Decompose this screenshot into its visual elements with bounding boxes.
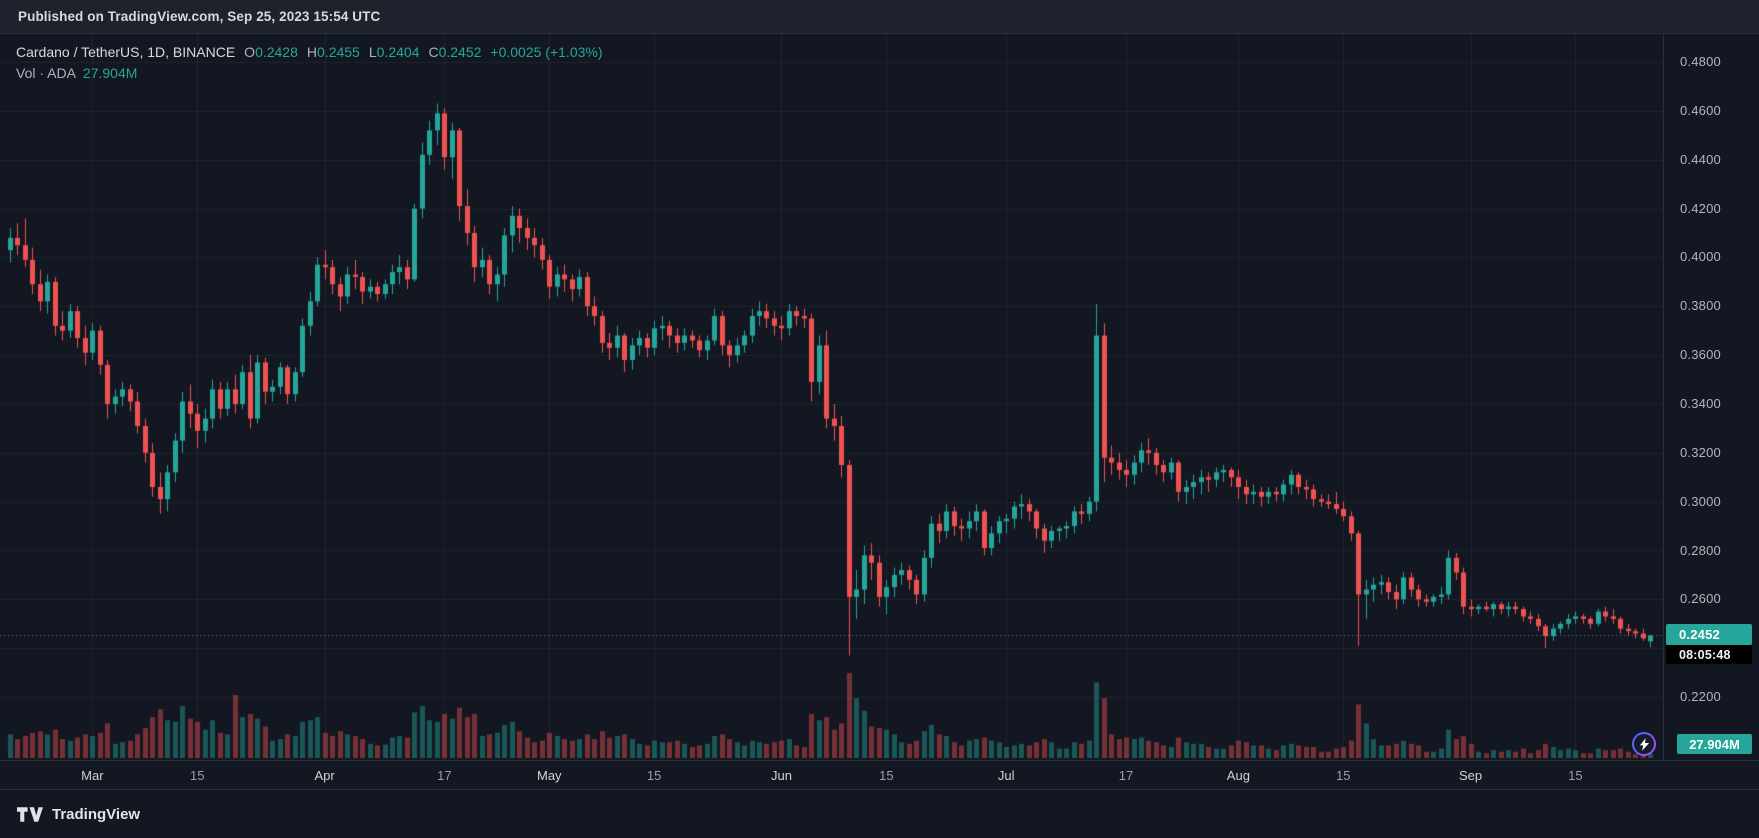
price-tick-label: 0.2200 bbox=[1680, 689, 1721, 705]
footer-bar: TradingView bbox=[0, 790, 1759, 838]
tradingview-logo-icon[interactable] bbox=[16, 806, 43, 822]
low-value: L 0.2404 bbox=[368, 44, 420, 60]
legend-ohlc-row: Cardano / TetherUS, 1D, BINANCE O 0.2428 … bbox=[16, 42, 603, 63]
time-axis[interactable]: Mar 15 Apr 17 May 15 Jun 15 Jul 17 Aug 15 Sep 15 bbox=[0, 760, 1759, 790]
price-tick-label: 0.3000 bbox=[1680, 493, 1721, 509]
price-tick-label: 0.4800 bbox=[1680, 54, 1721, 69]
countdown-value: 08:05:48 bbox=[1679, 647, 1731, 662]
volume-axis-value: 27.904M bbox=[1689, 736, 1740, 752]
symbol-title[interactable]: Cardano / TetherUS, 1D, BINANCE bbox=[16, 44, 236, 60]
time-tick-label: Apr bbox=[314, 768, 335, 783]
change-value: +0.0025 (+1.03%) bbox=[490, 44, 603, 60]
price-tick-label: 0.3800 bbox=[1680, 298, 1721, 314]
last-price-label: 0.2452 bbox=[1666, 624, 1752, 646]
price-tick-label: 0.2600 bbox=[1680, 591, 1721, 607]
price-tick-label: 0.3200 bbox=[1680, 444, 1721, 460]
price-tick-label: 0.3600 bbox=[1680, 347, 1721, 363]
time-tick-label: Aug bbox=[1226, 768, 1250, 783]
lightning-badge[interactable] bbox=[1632, 732, 1656, 756]
legend-volume-row: Vol · ADA 27.904M bbox=[16, 63, 603, 83]
time-tick-label: Jul bbox=[997, 768, 1015, 783]
close-value: C 0.2452 bbox=[428, 44, 482, 60]
lightning-icon bbox=[1639, 737, 1649, 751]
price-tick-label: 0.4000 bbox=[1680, 249, 1721, 265]
time-tick-label: 17 bbox=[1118, 768, 1134, 783]
time-tick-label: 15 bbox=[646, 768, 662, 783]
price-tick-label: 0.2800 bbox=[1680, 542, 1721, 558]
volume-current-value: 27.904M bbox=[82, 65, 138, 81]
price-tick-label: 0.4200 bbox=[1680, 200, 1721, 216]
chart-area[interactable]: Cardano / TetherUS, 1D, BINANCE O 0.2428 … bbox=[0, 34, 1759, 760]
legend: Cardano / TetherUS, 1D, BINANCE O 0.2428 … bbox=[16, 42, 603, 83]
time-tick-label: 15 bbox=[1568, 768, 1583, 783]
time-tick-label: Jun bbox=[770, 768, 792, 783]
time-tick-label: 15 bbox=[879, 768, 894, 783]
last-price-value: 0.2452 bbox=[1679, 627, 1720, 643]
publish-bar: Published on TradingView.com, Sep 25, 20… bbox=[0, 0, 1759, 34]
price-tick-label: 0.3400 bbox=[1680, 395, 1721, 411]
volume-label[interactable]: Vol · ADA bbox=[16, 65, 76, 81]
price-tick-label: 0.4600 bbox=[1680, 102, 1721, 118]
candlestick-chart-canvas[interactable] bbox=[0, 34, 1663, 760]
volume-axis-label: 27.904M bbox=[1677, 734, 1752, 754]
high-value: H 0.2455 bbox=[306, 44, 360, 60]
time-tick-label: 15 bbox=[190, 768, 205, 783]
open-value: O 0.2428 bbox=[244, 44, 298, 60]
time-tick-label: Mar bbox=[81, 768, 104, 783]
time-tick-label: Sep bbox=[1458, 768, 1483, 783]
publish-text: Published on TradingView.com, Sep 25, 20… bbox=[18, 9, 381, 24]
price-scale[interactable]: 0.2452 08:05:48 27.904M 0.4800 0.4600 0.44… bbox=[1663, 34, 1759, 760]
time-tick-label: May bbox=[536, 768, 562, 783]
price-tick-label: 0.4400 bbox=[1680, 151, 1721, 167]
tradingview-brand[interactable]: TradingView bbox=[52, 805, 141, 823]
bar-close-countdown: 08:05:48 bbox=[1666, 645, 1752, 665]
time-tick-label: 17 bbox=[437, 768, 452, 783]
time-tick-label: 15 bbox=[1335, 768, 1351, 783]
